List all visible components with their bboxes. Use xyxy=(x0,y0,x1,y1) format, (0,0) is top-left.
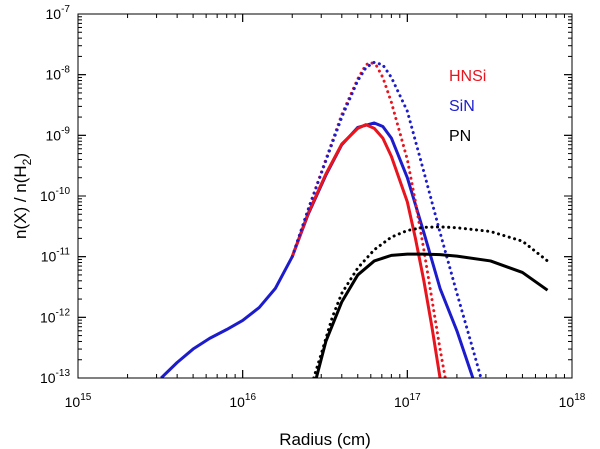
y-axis-label-main: n(X) / n(H xyxy=(11,165,30,239)
y-tick-label: 10-7 xyxy=(46,4,71,22)
x-tick-label-exp: 17 xyxy=(410,392,422,403)
y-tick-label-exp: -8 xyxy=(61,65,70,76)
y-tick-label: 10-12 xyxy=(40,307,70,325)
x-tick-label-base: 10 xyxy=(559,394,575,410)
x-tick-labels: 1015 1016 1017 1018 xyxy=(65,392,586,410)
series-pn-solid xyxy=(314,252,549,378)
ticks-layer xyxy=(77,13,573,379)
y-tick-label-base: 10 xyxy=(41,249,57,265)
legend-sin: SiN xyxy=(449,98,475,115)
y-tick-label-exp: -13 xyxy=(56,368,71,379)
x-tick-label: 1017 xyxy=(394,392,421,410)
y-axis-label-sub: 2 xyxy=(20,158,34,165)
legend-pn: PN xyxy=(449,128,471,145)
series-hnsi-dotted xyxy=(290,60,447,378)
x-tick-label: 1016 xyxy=(229,392,256,410)
series-pn-dotted xyxy=(312,225,550,378)
y-tick-label-base: 10 xyxy=(46,67,62,83)
x-tick-label-base: 10 xyxy=(394,394,410,410)
x-tick-label-exp: 18 xyxy=(574,392,586,403)
y-tick-label-exp: -10 xyxy=(56,186,71,197)
y-tick-label-base: 10 xyxy=(46,127,62,143)
y-tick-label-base: 10 xyxy=(40,370,56,386)
y-tick-label-base: 10 xyxy=(40,309,56,325)
y-tick-label-exp: -7 xyxy=(61,4,70,15)
x-tick-label-base: 10 xyxy=(229,394,245,410)
y-tick-label-base: 10 xyxy=(46,6,62,22)
y-tick-label: 10-10 xyxy=(40,186,70,204)
series-sin-dotted xyxy=(290,60,483,378)
x-tick-label-exp: 16 xyxy=(245,392,257,403)
x-tick-label: 1018 xyxy=(559,392,586,410)
x-tick-label-exp: 15 xyxy=(80,392,92,403)
x-tick-label: 1015 xyxy=(65,392,92,410)
series-hnsi-solid xyxy=(290,123,442,378)
y-tick-label: 10-8 xyxy=(46,65,71,83)
series-layer xyxy=(160,60,550,378)
y-tick-label-base: 10 xyxy=(40,188,56,204)
y-tick-label: 10-13 xyxy=(40,368,70,386)
y-tick-label: 10-9 xyxy=(46,125,71,143)
legend-hnsi: HNSi xyxy=(449,68,486,85)
x-tick-label-base: 10 xyxy=(65,394,81,410)
y-axis-label: n(X) / n(H2) xyxy=(11,153,34,239)
plot-frame xyxy=(77,13,573,379)
y-axis-label-close: ) xyxy=(11,153,30,159)
y-tick-label-exp: -11 xyxy=(56,247,70,258)
x-axis-label: Radius (cm) xyxy=(279,430,371,449)
series-sin-solid xyxy=(160,121,475,378)
y-tick-label: 10-11 xyxy=(41,247,71,265)
y-tick-label-exp: -9 xyxy=(61,125,70,136)
y-tick-label-exp: -12 xyxy=(56,307,71,318)
